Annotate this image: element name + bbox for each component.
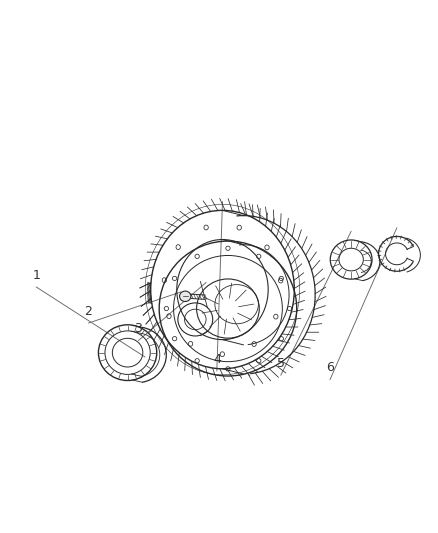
Text: 6: 6 [326,361,334,375]
Text: 3: 3 [134,322,142,335]
Text: 2: 2 [85,305,92,318]
Text: 1: 1 [32,269,40,282]
Text: 5: 5 [277,357,285,370]
Text: 4: 4 [213,353,221,366]
Ellipse shape [180,291,191,302]
